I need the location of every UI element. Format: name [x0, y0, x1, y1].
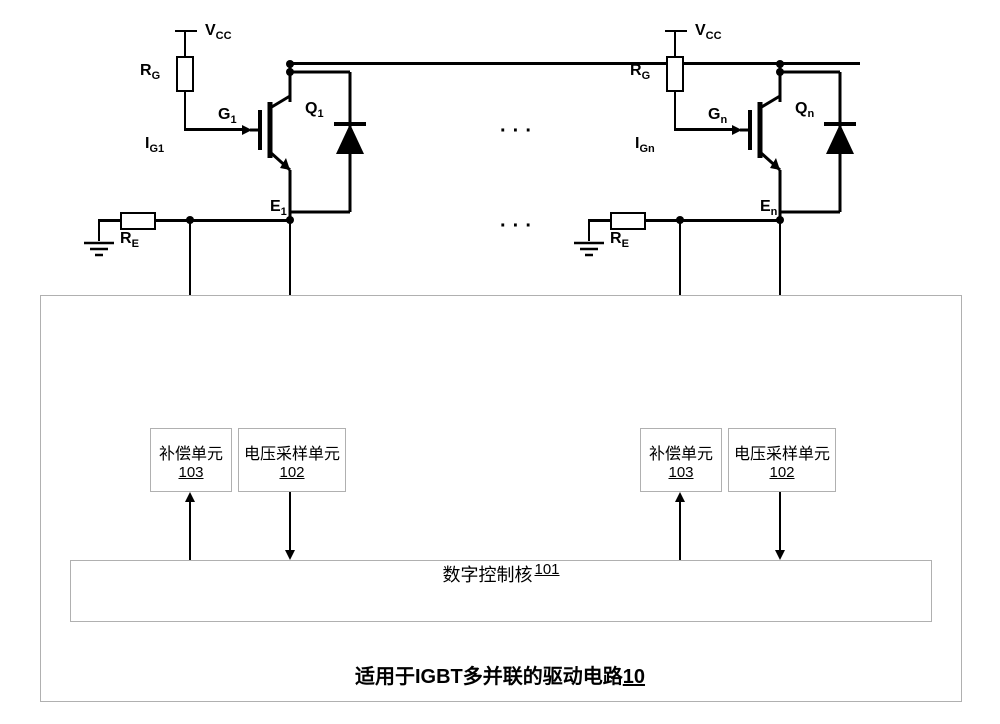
comp1-core-arrow [185, 492, 195, 502]
vsamp1-core [289, 492, 291, 552]
comp1-text: 补偿单元 [151, 440, 231, 464]
comp-unit-1: 补偿单元 103 [150, 428, 232, 492]
vccn-label: VCC [695, 22, 722, 42]
ign-label: IGn [635, 135, 655, 155]
rg1-to-gate-v [184, 92, 186, 128]
rg1 [176, 56, 194, 92]
vccn-stub-h [665, 30, 687, 32]
vsamp-unit-1: 电压采样单元 102 [238, 428, 346, 492]
node-cn-bus [776, 60, 784, 68]
vsamp1-num: 102 [239, 464, 345, 481]
compn-num: 103 [641, 464, 721, 481]
gate1-line [184, 128, 244, 131]
gnd1 [80, 241, 118, 261]
circuit-canvas: VCC RG G1 IG1 Q1 E1 RE [20, 20, 980, 704]
gn-label: Gn [708, 106, 727, 126]
vsamp1-text: 电压采样单元 [239, 440, 345, 464]
main-title: 适用于IGBT多并联的驱动电路10 [20, 660, 980, 689]
vsamp1-core-arrow [285, 550, 295, 560]
compn-core-arrow [675, 492, 685, 502]
ellipsis-top: ··· [500, 120, 538, 143]
rgn-to-gate-v [674, 92, 676, 128]
re1 [120, 212, 156, 230]
vcc1-stub-h [175, 30, 197, 32]
vsampn-core-arrow [775, 550, 785, 560]
node-c1-bus [286, 60, 294, 68]
e1-label: E1 [270, 198, 287, 218]
gndn-v [588, 219, 590, 241]
ren [610, 212, 646, 230]
compn-text: 补偿单元 [641, 440, 721, 464]
vcc1-label: VCC [205, 22, 232, 42]
g1-label: G1 [218, 106, 237, 126]
ellipsis-mid: ··· [500, 215, 538, 238]
driver-box [40, 295, 962, 702]
gnd1-v [98, 219, 100, 241]
rg1-label: RG [140, 62, 160, 82]
rgn-label: RG [630, 62, 650, 82]
comp1-core [189, 500, 191, 560]
vsampn-text: 电压采样单元 [729, 440, 835, 464]
comp1-num: 103 [151, 464, 231, 481]
qn-label: Qn [795, 100, 814, 120]
vsamp-unit-n: 电压采样单元 102 [728, 428, 836, 492]
node-c1-diode [286, 68, 294, 76]
node-cn-diode [776, 68, 784, 76]
gndn [570, 241, 608, 261]
compn-core [679, 500, 681, 560]
digital-core-box: 数字控制核101 [70, 560, 932, 622]
vccn-stub-v [674, 30, 676, 56]
core-text: 数字控制核 [442, 561, 532, 621]
comp-unit-n: 补偿单元 103 [640, 428, 722, 492]
gaten-line [674, 128, 734, 131]
vcc1-stub-v [184, 30, 186, 56]
q1-label: Q1 [305, 100, 324, 120]
vsampn-core [779, 492, 781, 552]
core-num: 101 [534, 561, 559, 621]
vsampn-num: 102 [729, 464, 835, 481]
en-label: En [760, 198, 777, 218]
re1-label: RE [120, 230, 139, 250]
ig1-label: IG1 [145, 135, 164, 155]
ren-label: RE [610, 230, 629, 250]
rgn [666, 56, 684, 92]
